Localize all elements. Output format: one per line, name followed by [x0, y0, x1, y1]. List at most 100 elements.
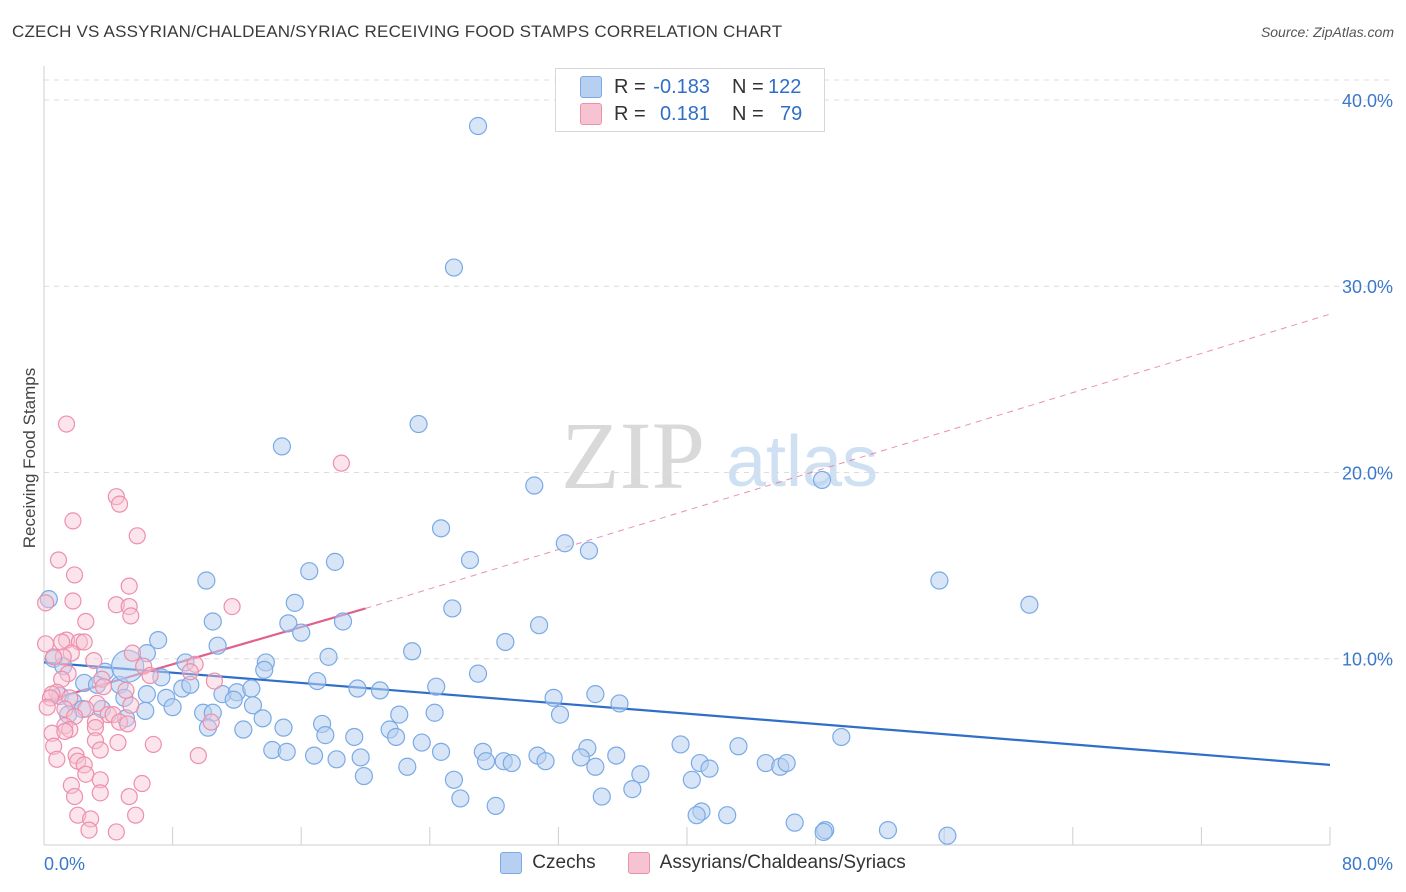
czechs-point: [403, 642, 422, 661]
legend-row-czechs: R = -0.183 N = 122: [580, 75, 801, 99]
czechs-point: [208, 636, 227, 655]
czechs-point: [197, 571, 216, 590]
czechs-point: [700, 759, 719, 778]
czechs-point: [319, 647, 338, 666]
czechs-point: [586, 757, 605, 776]
czechs-point: [390, 705, 409, 724]
legend-r-value: 0.181: [659, 102, 710, 125]
assyrians-point: [62, 644, 80, 662]
assyrians-point: [128, 527, 146, 545]
czechs-point: [444, 258, 464, 277]
assyrians-point: [120, 787, 138, 806]
czechs-point: [203, 612, 222, 631]
legend-item-assyrians: Assyrians/Chaldeans/Syriacs: [627, 852, 906, 874]
assyrians-point: [110, 495, 129, 513]
assyrians-point: [57, 415, 76, 433]
czechs-point: [316, 726, 335, 745]
czechs-point: [292, 623, 311, 642]
assyrians-legend-label: Assyrians/Chaldeans/Syriacs: [659, 852, 906, 873]
czechs-point: [427, 677, 446, 696]
czechs-point: [468, 664, 488, 683]
czechs-point: [274, 718, 293, 737]
czechs-point: [476, 752, 496, 771]
assyrians-point: [75, 633, 93, 651]
czechs-point: [468, 116, 488, 136]
czechs-trend-line: [43, 661, 1331, 767]
assyrians-point: [37, 635, 55, 653]
assyrians-point: [117, 681, 135, 700]
correlation-legend: R = -0.183 N = 122 R = 0.181 N = 79: [555, 68, 825, 132]
czechs-point: [443, 599, 462, 618]
czechs-point: [544, 688, 563, 707]
czechs-point: [285, 593, 304, 612]
assyrians-point: [64, 512, 82, 530]
czechs-point: [137, 685, 156, 704]
chart-title: CZECH VS ASSYRIAN/CHALDEAN/SYRIAC RECEIV…: [12, 22, 783, 41]
assyrians-point: [332, 454, 350, 472]
legend-r-label: R =: [614, 75, 646, 98]
czechs-point: [370, 681, 390, 700]
assyrians-point: [45, 648, 63, 666]
czechs-point: [607, 746, 626, 765]
assyrians-point: [49, 551, 68, 569]
assyrians-point: [41, 689, 60, 707]
assyrians-trend-extension: [365, 313, 1331, 609]
czechs-point: [425, 703, 444, 722]
y-tick-label: 10.0%: [1342, 650, 1393, 670]
czechs-point: [610, 694, 629, 713]
assyrians-point: [120, 577, 138, 595]
assyrians-point: [141, 666, 159, 685]
czechs-point: [181, 675, 200, 694]
assyrians-point: [86, 732, 105, 750]
assyrians-point: [91, 741, 109, 759]
assyrians-point: [69, 806, 87, 824]
legend-n-label: N =: [732, 102, 764, 125]
czechs-point: [623, 780, 642, 799]
assyrians-point: [123, 644, 142, 662]
czechs-legend-label: Czechs: [532, 852, 596, 873]
czechs-point: [502, 753, 521, 773]
assyrians-point: [127, 806, 145, 824]
czechs-point: [444, 770, 464, 789]
assyrians-point: [62, 776, 80, 794]
assyrians-point: [181, 663, 199, 681]
assyrians-point: [107, 823, 125, 841]
assyrians-point: [65, 566, 84, 584]
czechs-point: [530, 616, 549, 635]
czechs-point: [398, 757, 417, 776]
czechs-point: [431, 742, 451, 761]
czechs-swatch: [580, 76, 602, 98]
assyrians-point: [118, 715, 137, 733]
assyrians-point: [109, 733, 127, 752]
czechs-point: [304, 746, 324, 765]
legend-r-label: R =: [614, 102, 646, 125]
legend-r-value: -0.183: [653, 75, 710, 98]
y-tick-label: 30.0%: [1342, 277, 1393, 297]
czechs-point: [354, 766, 373, 786]
assyrians-points: [37, 415, 350, 841]
czechs-point: [242, 679, 261, 698]
assyrians-point: [144, 735, 162, 754]
czechs-point: [253, 709, 272, 728]
assyrians-point: [45, 737, 63, 755]
czechs-point: [486, 796, 505, 815]
chart-source: Source: ZipAtlas.com: [1260, 24, 1394, 40]
czechs-point: [272, 437, 292, 456]
czechs-point: [451, 789, 470, 808]
czechs-point: [87, 675, 107, 694]
czechs-point: [163, 698, 182, 717]
legend-n-value: 122: [768, 75, 802, 98]
czechs-point: [308, 671, 327, 691]
assyrians-point: [91, 771, 109, 789]
assyrians-point: [77, 612, 95, 631]
assyrians-point: [61, 689, 79, 707]
watermark-atlas: atlas: [726, 422, 878, 502]
assyrians-point: [189, 746, 207, 765]
y-tick-label: 40.0%: [1342, 91, 1393, 111]
assyrians-point: [94, 678, 113, 696]
czechs-point: [814, 822, 833, 842]
czechs-point: [592, 787, 611, 806]
czechs-points: [39, 116, 1039, 845]
czechs-point: [555, 534, 574, 553]
czechs-point: [878, 820, 898, 840]
